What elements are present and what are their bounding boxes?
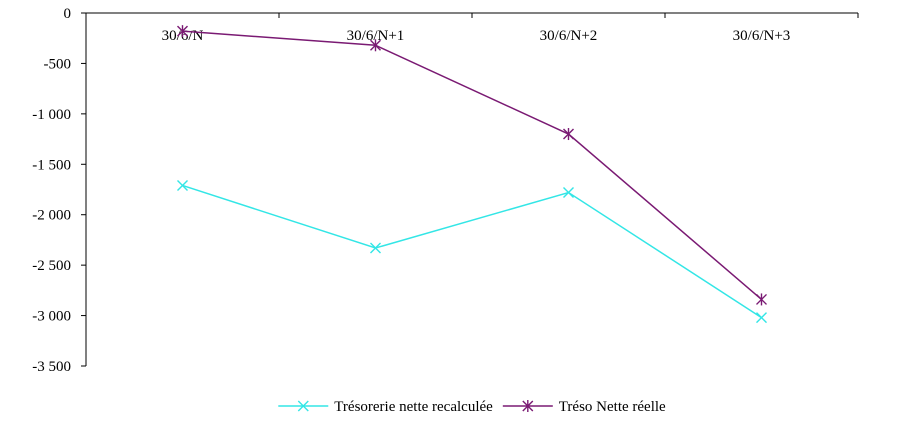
data-point (370, 39, 381, 52)
y-tick-label: -2 000 (32, 208, 71, 224)
data-point (370, 242, 381, 254)
series-line (182, 30, 762, 301)
y-axis: 0 -500 -1 000 -1 500 -2 000 -2 500 -3 000 -3 50… (32, 6, 87, 375)
legend-item: Trésorerie nette recalculée (278, 399, 493, 415)
legend-marker (297, 400, 309, 412)
x-tick-label: 30/6/N+1 (347, 28, 405, 44)
x-tick-label: 30/6/N+2 (540, 28, 598, 44)
data-point (563, 128, 574, 141)
legend-marker (522, 400, 534, 412)
y-tick-label: -500 (44, 56, 72, 72)
legend-label: Trésorerie nette recalculée (334, 399, 493, 415)
series-1 (177, 179, 767, 324)
data-point (756, 293, 767, 306)
series-line (182, 184, 762, 319)
y-tick-label: -1 500 (32, 157, 71, 173)
legend-item: Tréso Nette réelle (502, 399, 666, 415)
x-axis: 30/6/N 30/6/N+1 30/6/N+2 30/6/N+3 (85, 12, 859, 44)
data-point (177, 179, 188, 191)
y-tick-label: 0 (64, 6, 72, 22)
data-point (756, 312, 767, 324)
series-2 (177, 25, 767, 306)
data-point (563, 187, 574, 199)
legend-label: Tréso Nette réelle (559, 399, 666, 415)
y-tick-label: -2 500 (32, 258, 71, 274)
x-tick-label: 30/6/N+3 (733, 28, 791, 44)
y-tick-label: -3 500 (32, 359, 71, 375)
y-tick-label: -1 000 (32, 107, 71, 123)
legend: Trésorerie nette recalculée Tréso Nette r… (278, 399, 666, 415)
series-layer (177, 25, 767, 324)
data-point (177, 25, 188, 38)
y-tick-label: -3 000 (32, 309, 71, 325)
